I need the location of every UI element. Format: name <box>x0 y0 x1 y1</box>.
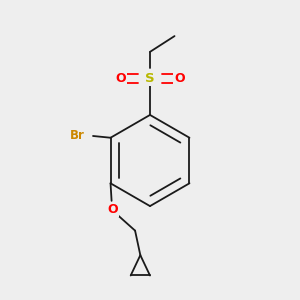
Text: O: O <box>115 72 125 85</box>
Text: O: O <box>107 203 118 216</box>
Text: O: O <box>175 72 185 85</box>
Text: S: S <box>145 72 155 85</box>
Text: Br: Br <box>70 130 85 142</box>
